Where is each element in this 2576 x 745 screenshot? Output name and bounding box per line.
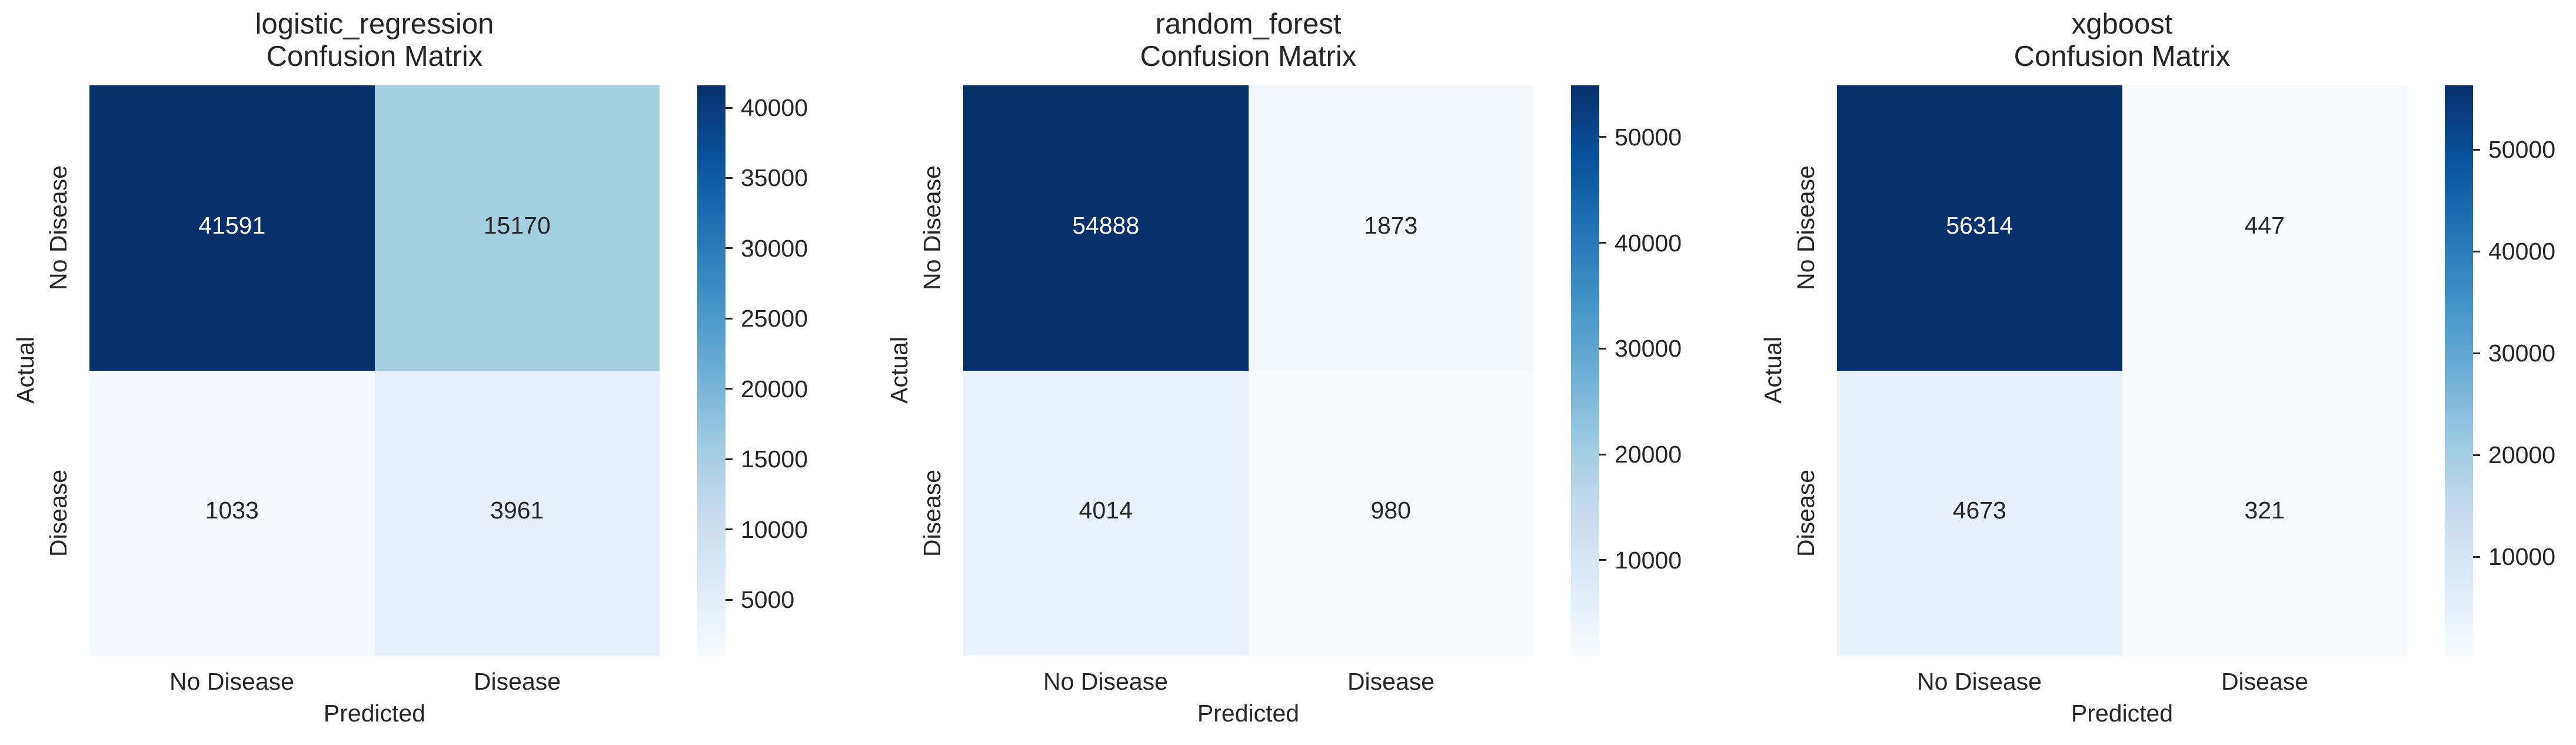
confusion-matrix-panel-xgboost: xgboost Confusion Matrix 56314 447 4673 …: [1748, 0, 2576, 745]
cell-fn: 4673: [1837, 370, 2122, 656]
colorbar-tick-mark: [725, 247, 733, 250]
cell-tn: 41591: [89, 85, 375, 371]
colorbar-tick-mark: [1599, 453, 1606, 455]
y-tick-label: Disease: [918, 469, 946, 557]
heatmap: 54888 1873 4014 980: [963, 85, 1533, 656]
cell-tn: 56314: [1837, 85, 2122, 371]
colorbar-tick-mark: [725, 317, 733, 320]
colorbar-tick-mark: [2473, 148, 2480, 151]
panel-title: xgboost Confusion Matrix: [2013, 8, 2231, 72]
x-tick-label: Disease: [2221, 668, 2309, 695]
colorbar-tick-label: 5000: [741, 586, 795, 614]
colorbar-tick-label: 50000: [1615, 123, 1682, 151]
colorbar-tick-mark: [2473, 454, 2480, 456]
confusion-matrix-panel-logistic-regression: logistic_regression Confusion Matrix 415…: [0, 0, 859, 745]
colorbar-tick-mark: [2473, 556, 2480, 558]
x-axis-label: Predicted: [2071, 700, 2174, 727]
colorbar-tick-label: 40000: [2488, 238, 2556, 265]
confusion-matrix-panel-random-forest: random_forest Confusion Matrix 54888 187…: [874, 0, 1733, 745]
colorbar-tick-label: 10000: [741, 515, 808, 543]
cell-value: 41591: [198, 211, 266, 239]
cell-fn: 1033: [89, 370, 375, 656]
colorbar-tick-mark: [1599, 347, 1606, 350]
cell-fp: 1873: [1248, 85, 1533, 371]
x-tick-label: No Disease: [1043, 668, 1168, 695]
cell-value: 4673: [1952, 497, 2006, 524]
y-tick-label: No Disease: [918, 165, 946, 290]
cell-value: 980: [1370, 497, 1411, 524]
x-tick-label: No Disease: [169, 668, 294, 695]
colorbar-tick-mark: [725, 598, 733, 601]
panel-title: random_forest Confusion Matrix: [1140, 8, 1357, 72]
y-tick-label: Disease: [45, 469, 72, 557]
colorbar-tick-label: 10000: [2488, 543, 2556, 571]
cell-tn: 54888: [963, 85, 1249, 371]
colorbar-tick-mark: [725, 388, 733, 390]
colorbar-tick-label: 15000: [741, 445, 808, 473]
cell-value: 1873: [1364, 211, 1418, 239]
cell-value: 1033: [205, 497, 259, 524]
cell-fn: 4014: [963, 370, 1249, 656]
panel-title: logistic_regression Confusion Matrix: [255, 8, 494, 72]
heatmap: 56314 447 4673 321: [1837, 85, 2407, 656]
cell-value: 447: [2244, 211, 2285, 239]
colorbar-tick-label: 25000: [741, 305, 808, 332]
colorbar-tick-mark: [725, 107, 733, 109]
heatmap: 41591 15170 1033 3961: [89, 85, 660, 656]
colorbar-tick-mark: [2473, 352, 2480, 354]
colorbar-tick-label: 30000: [741, 234, 808, 262]
cell-value: 56314: [1946, 211, 2013, 239]
x-tick-label: Disease: [473, 668, 561, 695]
cell-tp: 3961: [374, 370, 660, 656]
cell-value: 3961: [490, 497, 544, 524]
x-axis-label: Predicted: [323, 700, 426, 727]
colorbar-tick-label: 50000: [2488, 136, 2556, 164]
y-axis-label: Actual: [1759, 337, 1786, 404]
colorbar-tick-label: 20000: [1615, 441, 1682, 468]
cell-fp: 15170: [374, 85, 660, 371]
colorbar-tick-label: 30000: [2488, 340, 2556, 367]
x-axis-label: Predicted: [1197, 700, 1300, 727]
colorbar: [2445, 85, 2473, 656]
colorbar-tick-label: 20000: [2488, 441, 2556, 469]
colorbar-tick-label: 20000: [741, 375, 808, 403]
colorbar-tick-label: 10000: [1615, 546, 1682, 574]
colorbar-tick-label: 40000: [741, 94, 808, 121]
y-axis-label: Actual: [12, 337, 39, 404]
colorbar-tick-label: 35000: [741, 164, 808, 192]
colorbar-tick-label: 40000: [1615, 229, 1682, 257]
cell-tp: 321: [2122, 370, 2407, 656]
colorbar-tick-label: 30000: [1615, 335, 1682, 362]
y-tick-label: No Disease: [45, 165, 72, 290]
y-tick-label: No Disease: [1792, 165, 1819, 290]
y-tick-label: Disease: [1792, 469, 1819, 557]
colorbar-tick-mark: [725, 458, 733, 460]
colorbar: [1571, 85, 1599, 656]
cell-fp: 447: [2122, 85, 2407, 371]
cell-value: 321: [2244, 497, 2285, 524]
colorbar-tick-mark: [1599, 559, 1606, 561]
cell-value: 15170: [483, 211, 551, 239]
cell-value: 54888: [1072, 211, 1140, 239]
colorbar-tick-mark: [725, 528, 733, 531]
x-tick-label: Disease: [1347, 668, 1435, 695]
y-axis-label: Actual: [886, 337, 913, 404]
colorbar-tick-mark: [725, 177, 733, 179]
cell-value: 4014: [1079, 497, 1133, 524]
colorbar-tick-mark: [1599, 242, 1606, 244]
x-tick-label: No Disease: [1917, 668, 2042, 695]
colorbar-tick-mark: [2473, 250, 2480, 252]
colorbar: [697, 85, 725, 656]
colorbar-tick-mark: [1599, 136, 1606, 138]
cell-tp: 980: [1248, 370, 1533, 656]
